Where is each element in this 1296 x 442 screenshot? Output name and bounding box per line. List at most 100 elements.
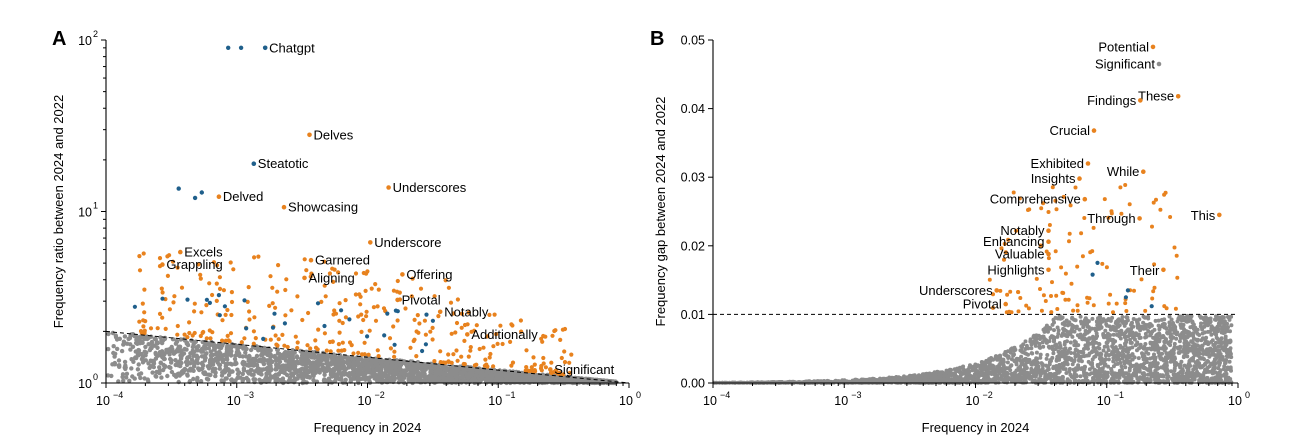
x-tick-label: 10 (96, 394, 110, 408)
highlight-point (361, 270, 366, 276)
background-point (333, 362, 338, 367)
highlight-point (282, 343, 287, 348)
word-label: Underscore (374, 235, 441, 250)
background-point (299, 371, 304, 376)
background-point (1044, 356, 1049, 361)
background-point (1181, 318, 1186, 323)
background-point (329, 371, 335, 376)
labeled-point (395, 297, 400, 303)
background-point (454, 377, 459, 382)
word-label: Chatgpt (269, 40, 315, 55)
labeled-point (548, 367, 553, 372)
x-axis-label: Frequency in 2024 (314, 420, 422, 435)
background-point (431, 376, 436, 381)
background-point (151, 364, 156, 370)
background-point (171, 351, 177, 356)
background-point (251, 372, 256, 377)
background-point (1175, 319, 1180, 324)
background-point (440, 375, 445, 380)
highlight-point (247, 317, 252, 322)
highlight-point (491, 364, 496, 369)
background-point (225, 357, 230, 362)
highlight-point (171, 300, 176, 305)
highlight-point (455, 358, 460, 363)
special-point (420, 348, 425, 354)
background-point (181, 351, 187, 356)
highlight-point (276, 337, 281, 342)
highlight-point (422, 318, 427, 323)
highlight-point (349, 343, 354, 348)
special-point (430, 318, 435, 323)
background-point (215, 343, 220, 349)
highlight-point (207, 281, 212, 286)
background-point (113, 351, 118, 356)
background-point (387, 366, 392, 371)
word-label: Showcasing (288, 200, 358, 215)
background-point (140, 339, 145, 344)
highlight-point (491, 344, 496, 349)
background-point (235, 346, 240, 351)
highlight-point (227, 339, 232, 344)
background-point (123, 366, 128, 372)
word-label: Underscores (393, 180, 467, 195)
background-point (366, 364, 371, 369)
highlight-point (221, 288, 226, 293)
word-label: Delved (223, 189, 263, 204)
background-point (433, 369, 438, 375)
background-point (208, 349, 213, 354)
background-point (351, 360, 356, 365)
special-point (132, 304, 137, 309)
special-point (423, 342, 428, 347)
background-point (188, 366, 193, 371)
highlight-point (337, 330, 342, 335)
word-label: Significant (554, 362, 614, 377)
x-tick-label: 10 (488, 394, 502, 408)
highlight-point (137, 268, 143, 273)
highlight-point (142, 330, 147, 336)
background-point (249, 367, 254, 373)
background-point (105, 373, 111, 378)
highlight-point (392, 349, 397, 354)
highlight-point (283, 287, 288, 293)
highlight-point (375, 304, 380, 309)
background-point (136, 362, 141, 367)
y-tick-exponent: 0 (93, 372, 98, 382)
background-point (224, 366, 230, 371)
special-point (216, 293, 221, 298)
labeled-point (262, 45, 268, 51)
background-point (138, 371, 144, 376)
highlight-point (137, 319, 142, 324)
background-point (1097, 346, 1102, 351)
background-point (412, 364, 417, 369)
background-point (140, 360, 146, 365)
background-point (240, 371, 245, 377)
background-point (267, 371, 272, 376)
background-point (1160, 351, 1164, 356)
background-point (344, 355, 350, 360)
background-point (415, 375, 421, 380)
x-tick-exponent: −3 (244, 390, 254, 400)
highlight-point (356, 350, 361, 355)
highlight-point (220, 318, 225, 323)
background-point (165, 373, 170, 379)
background-point (130, 374, 135, 379)
special-point (270, 325, 276, 330)
word-label: Steatotic (258, 156, 309, 171)
highlight-point (481, 345, 486, 350)
special-point (339, 308, 344, 313)
background-point (196, 344, 201, 349)
x-tick-exponent: −1 (505, 390, 515, 400)
background-point (241, 366, 247, 371)
background-point (370, 372, 375, 377)
background-point (1082, 347, 1086, 351)
background-point (173, 341, 179, 346)
highlight-point (179, 285, 185, 290)
background-point (143, 344, 148, 350)
highlight-point (198, 333, 203, 339)
background-point (135, 367, 141, 372)
highlight-point (488, 351, 493, 357)
background-point (189, 338, 194, 343)
background-point (251, 363, 256, 368)
background-point (184, 362, 190, 368)
x-tick-label: 10 (358, 394, 372, 408)
